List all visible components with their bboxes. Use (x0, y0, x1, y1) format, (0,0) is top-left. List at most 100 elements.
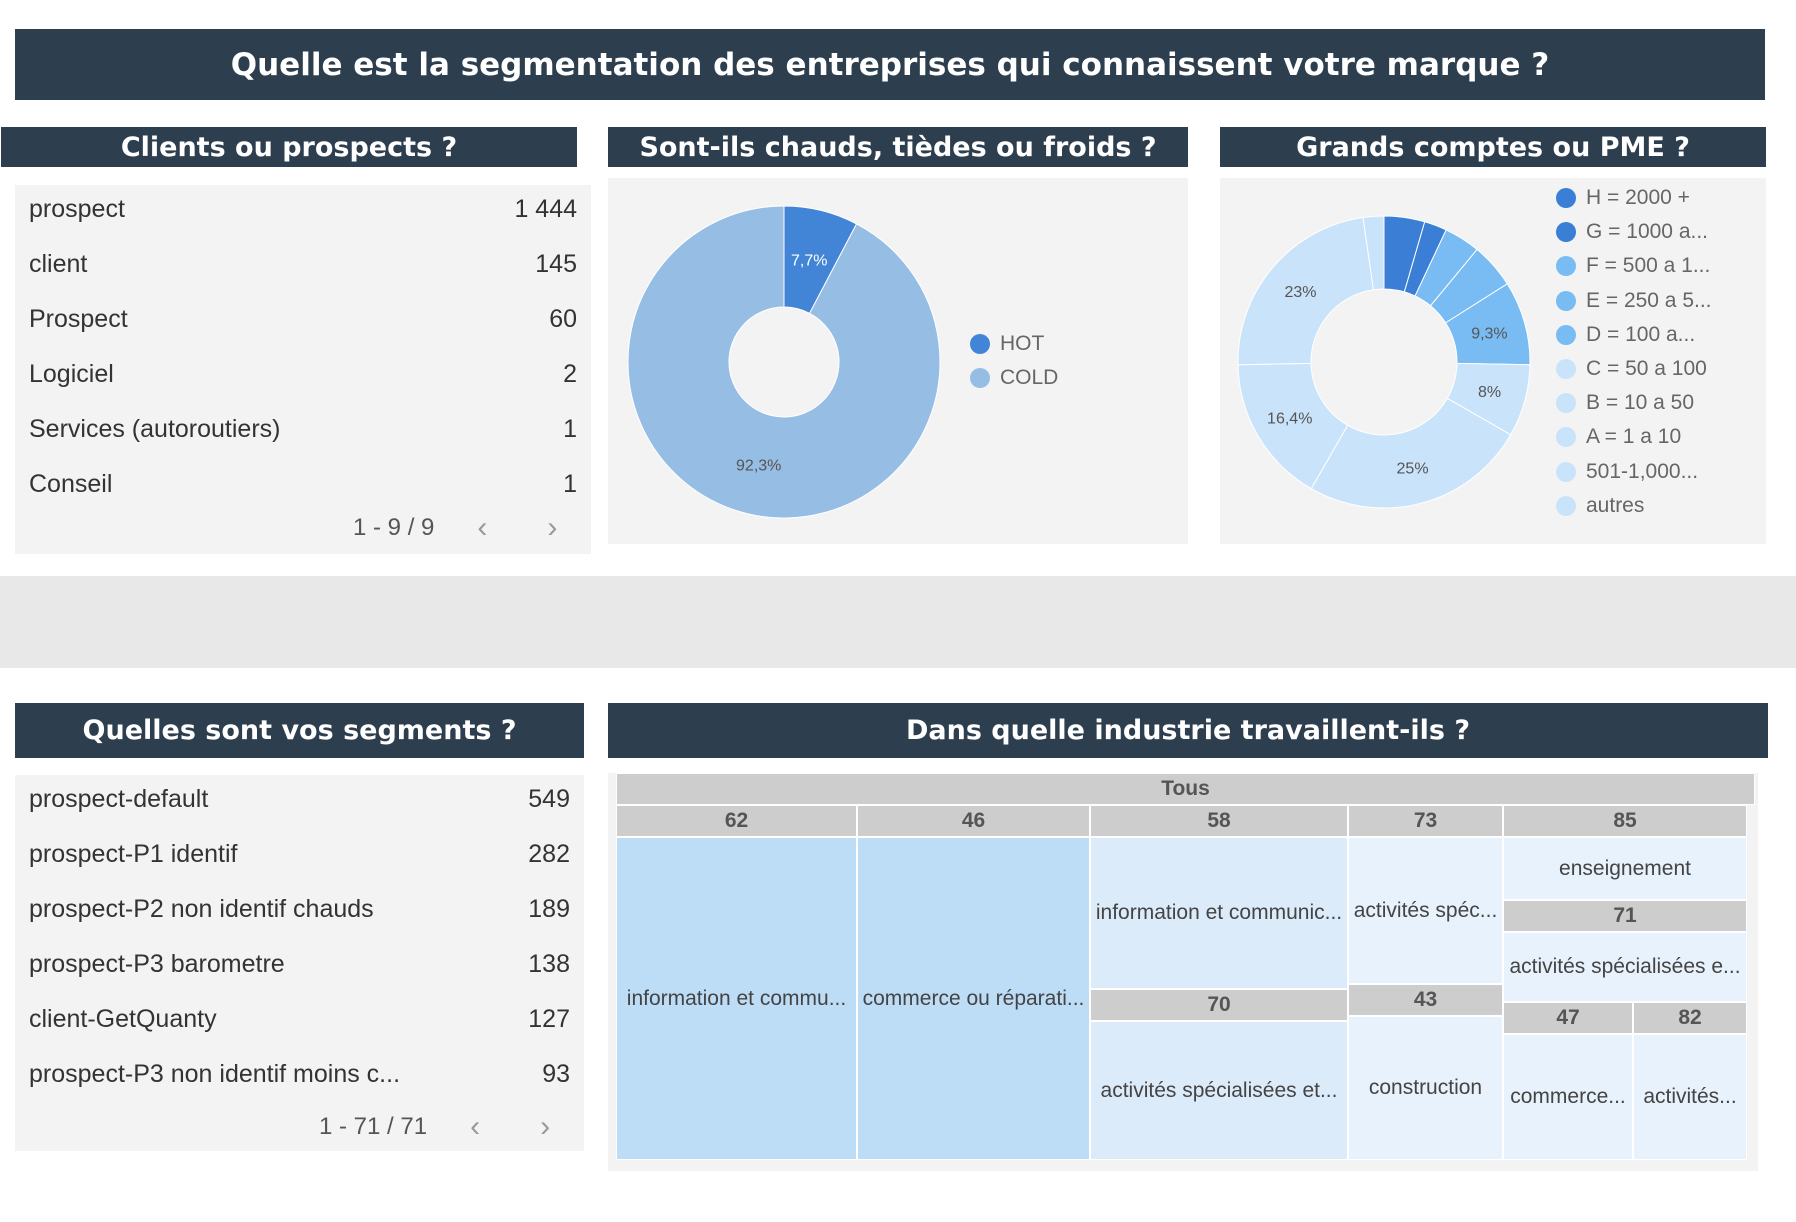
list-item[interactable]: prospect 1 444 (29, 195, 577, 223)
treemap-header[interactable]: 58 (1090, 805, 1348, 837)
main-title: Quelle est la segmentation des entrepris… (15, 29, 1765, 100)
list-item[interactable]: client 145 (29, 250, 577, 278)
list-item[interactable]: prospect-P2 non identif chauds 189 (29, 895, 570, 923)
clients-pagination: 1 - 9 / 9 ‹ › (353, 511, 572, 545)
treemap-cell[interactable]: information et communic... (1090, 837, 1348, 989)
temperature-donut-chart: 7,7% 92,3% (627, 205, 941, 519)
legend-label: H = 2000 + (1586, 186, 1690, 209)
size-donut-chart: 9,3% 8% 25% 16,4% 23% (1237, 215, 1531, 509)
legend-item[interactable]: B = 10 a 50 (1556, 391, 1694, 415)
legend-label: G = 1000 a... (1586, 220, 1709, 244)
legend-label: 501-1,000... (1586, 459, 1699, 483)
legend-dot (1556, 461, 1576, 482)
legend-dot (1556, 188, 1576, 208)
legend-label: E = 250 a 5... (1586, 288, 1712, 312)
slice-label: 9,3% (1471, 325, 1507, 342)
treemap-header[interactable]: 62 (616, 805, 857, 837)
size-chart-card: 9,3% 8% 25% 16,4% 23% H = 2000 + G = 1000 a..… (1220, 178, 1766, 544)
pagination-label: 1 - 71 / 71 (319, 1113, 428, 1140)
clients-list: prospect 1 444 client 145 Prospect 60 Logic… (15, 185, 591, 554)
legend-dot (1556, 427, 1576, 448)
donut-slice[interactable] (1362, 215, 1385, 291)
legend-item[interactable]: autres (1556, 494, 1644, 518)
treemap-cell[interactable]: activités spécialisées e... (1503, 932, 1747, 1002)
legend-label: A = 1 a 10 (1586, 425, 1682, 449)
pagination-label: 1 - 9 / 9 (353, 514, 435, 541)
next-page-icon[interactable]: › (540, 1110, 551, 1143)
donut-slice[interactable] (1310, 397, 1512, 509)
legend-item[interactable]: F = 500 a 1... (1556, 254, 1710, 278)
treemap-header[interactable]: 85 (1503, 805, 1747, 837)
legend-dot (1556, 222, 1576, 243)
legend-item[interactable]: 501-1,000... (1556, 460, 1698, 484)
slice-label: 92,3% (736, 457, 781, 474)
legend-item[interactable]: D = 100 a... (1556, 323, 1695, 347)
treemap-cell[interactable]: enseignement (1503, 837, 1747, 900)
treemap-header[interactable]: 47 (1503, 1002, 1633, 1034)
segments-list: prospect-default 549 prospect-P1 identif 2… (15, 775, 584, 1151)
list-item[interactable]: prospect-P1 identif 282 (29, 840, 570, 868)
main-title-text: Quelle est la segmentation des entrepris… (230, 46, 1550, 83)
legend-label: D = 100 a... (1586, 322, 1696, 346)
list-item[interactable]: prospect-default 549 (29, 785, 570, 813)
legend-item[interactable]: C = 50 a 100 (1556, 357, 1707, 381)
slice-label: 23% (1284, 284, 1316, 301)
next-page-icon[interactable]: › (547, 511, 558, 544)
treemap-cell[interactable]: activités... (1633, 1034, 1747, 1160)
treemap-root-header[interactable]: Tous (616, 773, 1755, 805)
list-item[interactable]: prospect-P3 non identif moins c... 93 (29, 1060, 570, 1088)
treemap-cell[interactable]: activités spécialisées et... (1090, 1021, 1348, 1160)
treemap-cell[interactable]: commerce ou réparati... (857, 837, 1090, 1160)
treemap-cell[interactable]: construction (1348, 1016, 1503, 1160)
legend-label: B = 10 a 50 (1586, 391, 1695, 415)
legend-item[interactable]: A = 1 a 10 (1556, 425, 1681, 449)
prev-page-icon[interactable]: ‹ (477, 511, 488, 544)
legend-dot (1556, 495, 1576, 516)
legend-dot (1556, 290, 1576, 311)
legend-dot (970, 334, 990, 354)
legend-label: F = 500 a 1... (1586, 254, 1711, 278)
list-item[interactable]: client-GetQuanty 127 (29, 1005, 570, 1033)
clients-card-title: Clients ou prospects ? (1, 127, 577, 167)
treemap-header[interactable]: 82 (1633, 1002, 1747, 1034)
industry-treemap-card: Tous 62 information et commu... 46 comme… (608, 773, 1758, 1171)
slice-label: 8% (1478, 384, 1501, 401)
treemap-header[interactable]: 70 (1090, 989, 1348, 1021)
treemap-cell[interactable]: information et commu... (616, 837, 857, 1160)
legend-dot (1556, 359, 1576, 379)
treemap-header[interactable]: 71 (1503, 900, 1747, 932)
legend-dot (970, 368, 990, 388)
prev-page-icon[interactable]: ‹ (470, 1110, 481, 1143)
legend-item[interactable]: H = 2000 + (1556, 186, 1690, 210)
segments-card-title: Quelles sont vos segments ? (15, 703, 584, 758)
donut-slice[interactable] (627, 205, 941, 519)
treemap-header[interactable]: 46 (857, 805, 1090, 837)
size-card-title: Grands comptes ou PME ? (1220, 127, 1766, 167)
legend-dot (1556, 393, 1576, 414)
treemap-cell[interactable]: commerce... (1503, 1034, 1633, 1160)
legend-label: C = 50 a 100 (1586, 357, 1707, 380)
list-item[interactable]: Logiciel 2 (29, 360, 577, 388)
slice-label: 16,4% (1267, 411, 1312, 428)
temperature-chart-card: 7,7% 92,3% HOT COLD (608, 178, 1188, 544)
legend-item-cold[interactable]: COLD (970, 366, 1058, 390)
legend-item[interactable]: G = 1000 a... (1556, 220, 1708, 244)
legend-dot (1556, 256, 1576, 277)
list-item[interactable]: prospect-P3 barometre 138 (29, 950, 570, 978)
treemap-cell[interactable]: activités spéc... (1348, 837, 1503, 984)
legend-dot (1556, 324, 1576, 345)
segments-pagination: 1 - 71 / 71 ‹ › (319, 1110, 565, 1144)
temperature-card-title: Sont-ils chauds, tièdes ou froids ? (608, 127, 1188, 167)
treemap-header[interactable]: 73 (1348, 805, 1503, 837)
treemap-header[interactable]: 43 (1348, 984, 1503, 1016)
donut-slice[interactable] (1237, 216, 1375, 366)
list-item[interactable]: Services (autoroutiers) 1 (29, 415, 577, 443)
slice-label: 25% (1397, 461, 1429, 478)
legend-item-hot[interactable]: HOT (970, 332, 1044, 356)
list-item[interactable]: Prospect 60 (29, 305, 577, 333)
industry-card-title: Dans quelle industrie travaillent-ils ? (608, 703, 1768, 758)
list-item[interactable]: Conseil 1 (29, 470, 577, 498)
legend-label: autres (1586, 493, 1645, 517)
legend-item[interactable]: E = 250 a 5... (1556, 289, 1712, 313)
slice-label: 7,7% (791, 253, 827, 270)
